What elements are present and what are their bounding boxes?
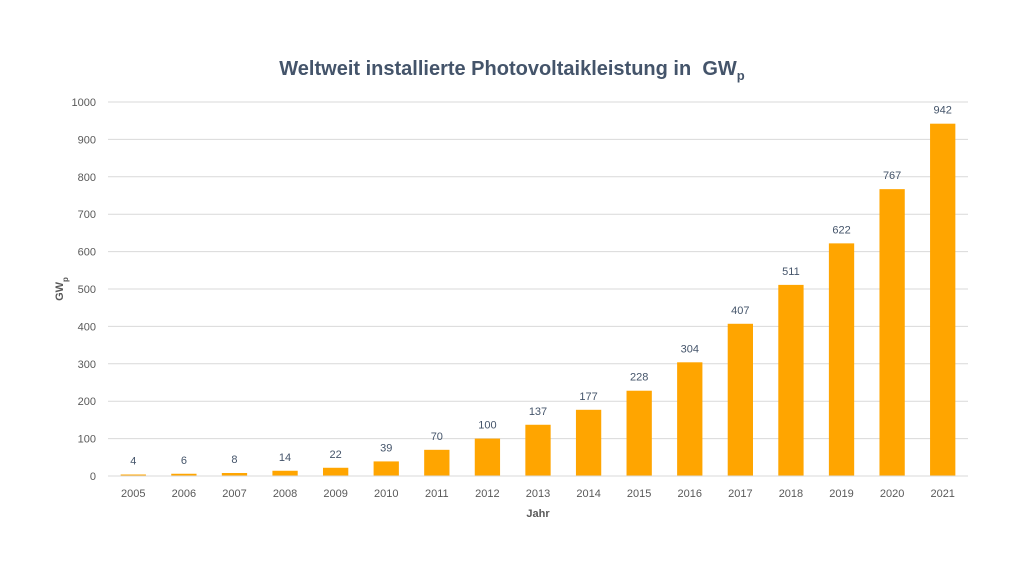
y-axis-title-main: GW: [54, 281, 66, 301]
y-tick-label: 300: [78, 359, 96, 371]
y-tick-label: 700: [78, 209, 96, 221]
bar: [474, 438, 501, 476]
x-tick-label: 2008: [273, 488, 297, 500]
bar: [575, 409, 602, 476]
y-tick-label: 500: [78, 284, 96, 296]
y-axis-ticks: 0 100 200 300 400 500 600 700 800 900 1000: [72, 97, 96, 483]
bar: [930, 123, 956, 476]
x-tick-label: 2020: [880, 488, 904, 500]
y-tick-label: 200: [78, 396, 96, 408]
data-label: 22: [330, 449, 342, 461]
chart-title-unit-sub: p: [736, 68, 745, 83]
x-tick-label: 2011: [425, 488, 449, 500]
chart-title: Weltweit installierte Photovoltaikleistu…: [0, 58, 1024, 83]
data-label: 8: [231, 454, 237, 466]
x-axis-ticks: 2005 2006 2007 2008 2009 2010 2011 2012 2013 2014…: [121, 488, 955, 500]
data-label: 304: [681, 343, 699, 355]
data-label: 767: [883, 170, 901, 182]
x-tick-label: 2018: [779, 488, 803, 500]
data-label: 511: [782, 266, 800, 278]
bar: [778, 284, 804, 476]
chart-title-text: Weltweit installierte Photovoltaikleistu…: [279, 58, 692, 80]
x-tick-label: 2007: [222, 488, 246, 500]
data-label: 177: [579, 391, 597, 403]
bar: [879, 189, 905, 476]
x-tick-label: 2005: [121, 488, 145, 500]
data-label: 70: [431, 431, 443, 443]
x-tick-label: 2014: [576, 488, 600, 500]
data-label: 137: [529, 406, 547, 418]
y-tick-label: 0: [90, 471, 96, 483]
y-tick-label: 100: [78, 434, 96, 446]
x-tick-label: 2010: [374, 488, 398, 500]
data-label: 6: [181, 455, 187, 467]
data-label: 228: [630, 372, 648, 384]
x-tick-label: 2021: [930, 488, 954, 500]
y-tick-label: 600: [78, 247, 96, 259]
x-tick-label: 2009: [323, 488, 347, 500]
bar: [221, 473, 248, 476]
y-axis-title: GWp: [54, 277, 70, 301]
y-tick-label: 400: [78, 321, 96, 333]
bar: [424, 449, 450, 476]
y-tick-label: 800: [78, 172, 96, 184]
bar: [677, 362, 703, 476]
bar: [171, 473, 197, 476]
data-label: 942: [934, 105, 952, 117]
data-label: 407: [731, 305, 749, 317]
bar: [727, 323, 753, 476]
data-labels: 4 6 8 14 22 39 70 100 137 177 228 304 407 511 622 767 94…: [130, 105, 952, 468]
x-tick-label: 2012: [475, 488, 499, 500]
x-tick-label: 2017: [728, 488, 752, 500]
data-label: 39: [380, 442, 392, 454]
x-tick-label: 2006: [172, 488, 196, 500]
data-label: 100: [478, 420, 496, 432]
x-tick-label: 2015: [627, 488, 651, 500]
gridlines: [108, 101, 968, 440]
bar: [525, 424, 551, 476]
data-label: 4: [130, 456, 136, 468]
chart-title-unit: GW: [702, 58, 737, 80]
x-axis-title: Jahr: [526, 508, 550, 520]
x-tick-label: 2013: [526, 488, 550, 500]
x-tick-label: 2019: [829, 488, 853, 500]
y-tick-label: 900: [78, 134, 96, 146]
x-tick-label: 2016: [678, 488, 702, 500]
bar: [120, 474, 146, 476]
data-label: 622: [832, 224, 850, 236]
bar: [828, 243, 855, 476]
y-tick-label: 1000: [72, 97, 96, 109]
y-axis-title-sub: p: [61, 277, 70, 282]
bar: [272, 470, 298, 476]
bar: [323, 467, 349, 476]
bar: [373, 461, 399, 476]
data-label: 14: [279, 452, 291, 464]
bar: [626, 390, 652, 476]
bars: [120, 123, 956, 476]
